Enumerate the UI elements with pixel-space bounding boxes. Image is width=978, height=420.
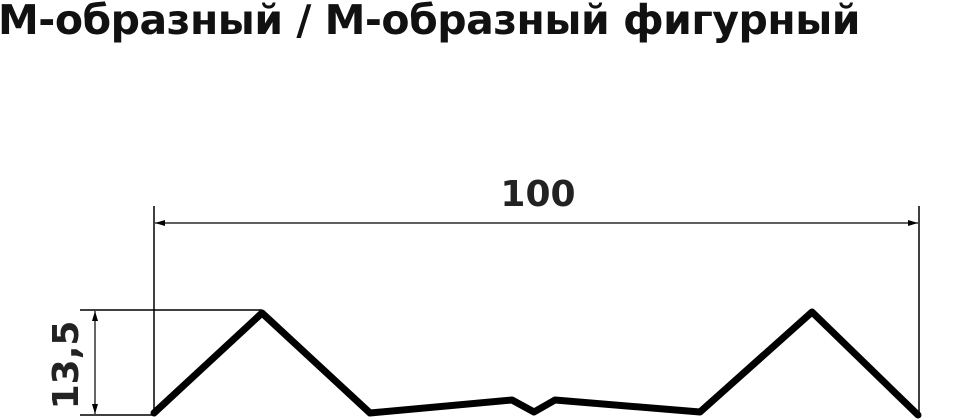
profile-outline [150, 308, 922, 419]
height-label: 13,5 [46, 321, 87, 410]
page-title: М-образный / М-образный фигурный [0, 0, 861, 44]
width-label: 100 [500, 174, 575, 215]
